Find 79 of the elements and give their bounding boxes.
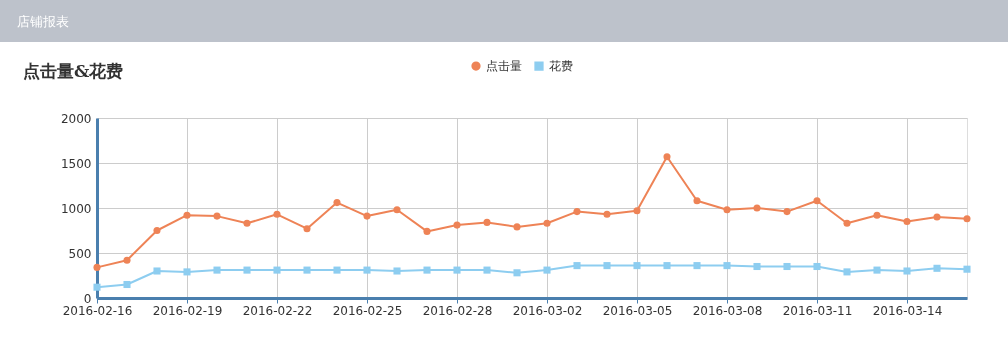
point (903, 217, 911, 226)
point (273, 266, 281, 274)
point (663, 262, 671, 270)
point (303, 266, 311, 274)
point (363, 212, 371, 220)
point (483, 218, 491, 226)
point (243, 219, 251, 227)
x-tick-label: 2016-02-25 (332, 303, 403, 318)
point (573, 262, 581, 270)
point (933, 213, 941, 221)
y-tick-label: 2000 (60, 111, 92, 126)
point (153, 267, 161, 275)
point (723, 262, 731, 270)
point (243, 266, 251, 274)
legend-label: 花费 (549, 59, 573, 74)
point (93, 283, 101, 291)
x-tick-label: 2016-02-16 (62, 303, 133, 318)
point (783, 262, 791, 271)
point (453, 266, 461, 274)
point (333, 199, 341, 207)
point (513, 223, 521, 231)
point (963, 215, 971, 223)
point (183, 211, 191, 219)
x-tick-label: 2016-02-22 (242, 303, 313, 318)
point (813, 197, 821, 205)
point (453, 221, 461, 229)
point (633, 262, 641, 270)
point (903, 267, 911, 275)
point (333, 266, 341, 274)
x-tick-label: 2016-02-19 (152, 303, 223, 318)
point (273, 210, 281, 218)
x-tick-label: 2016-03-02 (512, 303, 583, 318)
point (213, 212, 221, 220)
y-tick-label: 500 (68, 246, 92, 261)
point (963, 265, 971, 273)
point (153, 226, 161, 235)
point (363, 266, 371, 274)
point (693, 197, 701, 205)
point (813, 262, 821, 271)
point (573, 208, 581, 216)
point (423, 227, 431, 235)
point (843, 219, 851, 227)
x-tick-label: 2016-03-11 (782, 303, 853, 318)
point (213, 266, 221, 274)
point (723, 206, 731, 214)
point (543, 219, 551, 227)
legend-label: 点击量 (486, 59, 522, 74)
point (543, 266, 551, 274)
point (93, 263, 101, 271)
point (603, 262, 611, 270)
point (933, 264, 941, 272)
point (513, 269, 521, 277)
point (693, 262, 701, 270)
point (303, 225, 311, 233)
text: 店铺报表 (17, 14, 69, 29)
point (753, 204, 761, 212)
point (123, 280, 131, 289)
y-tick-label: 0 (83, 291, 92, 306)
point (753, 262, 761, 271)
chart-title: 点击量&花费 (23, 61, 124, 81)
point (633, 207, 641, 215)
point (783, 208, 791, 216)
point (873, 211, 881, 219)
x-tick-label: 2016-03-08 (692, 303, 763, 318)
point (483, 266, 491, 274)
point (663, 153, 671, 161)
point (423, 266, 431, 274)
point (393, 206, 401, 214)
point (843, 268, 851, 276)
point (123, 256, 131, 264)
point (183, 268, 191, 276)
point (393, 267, 401, 275)
x-tick-label: 2016-02-28 (422, 303, 493, 318)
point (603, 210, 611, 218)
y-tick-label: 1000 (60, 201, 92, 216)
y-tick-label: 1500 (60, 156, 92, 171)
point (873, 266, 881, 274)
x-tick-label: 2016-03-05 (602, 303, 673, 318)
x-tick-label: 2016-03-14 (872, 303, 943, 318)
